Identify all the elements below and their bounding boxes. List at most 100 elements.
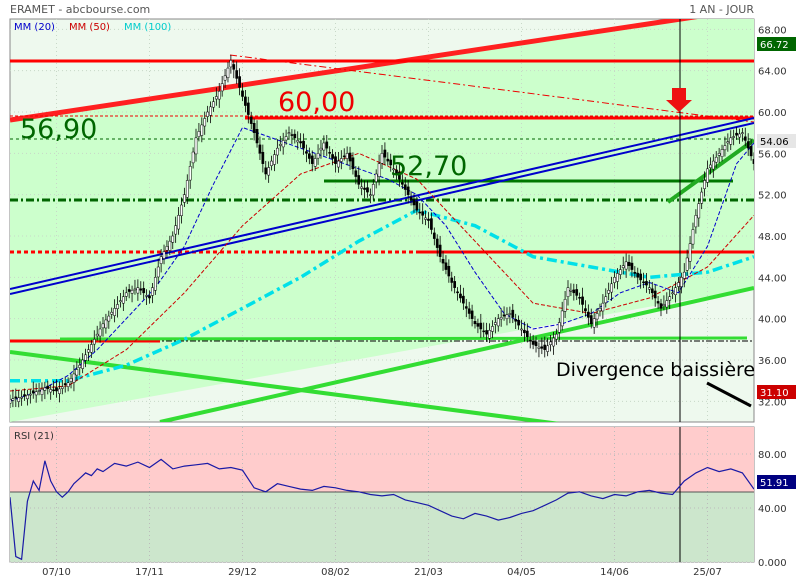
candle-body	[331, 154, 334, 159]
candle-body	[107, 315, 111, 322]
candle-body	[621, 265, 625, 268]
candle-body	[659, 303, 663, 309]
x-tick-label: 29/12	[228, 567, 257, 578]
candle-body	[78, 364, 82, 368]
candle-body	[290, 134, 294, 136]
instrument-title: ERAMET - abcbourse.com	[10, 3, 150, 16]
candle-body	[119, 300, 122, 303]
candle-body	[624, 261, 628, 270]
annotation-divergence: Divergence baissière	[556, 359, 755, 381]
candle-body	[357, 175, 361, 185]
candle-body	[369, 194, 372, 196]
candle-body	[217, 91, 221, 100]
candle-body	[752, 159, 754, 164]
candle-body	[563, 299, 567, 312]
candle-body	[276, 147, 279, 156]
dash-dot-downtrend-line	[229, 54, 754, 123]
candle-body	[156, 266, 160, 278]
candle-body	[261, 151, 265, 164]
badge-54-06-bg	[757, 134, 796, 148]
candle-body	[418, 211, 422, 214]
candle-body	[90, 344, 93, 353]
candle-body	[694, 215, 698, 228]
price-tick-label: 44.00	[758, 273, 787, 284]
candle-body	[511, 309, 515, 318]
candle-body	[589, 315, 593, 325]
candle-body	[726, 141, 730, 144]
candle-body	[607, 290, 611, 294]
candle-body	[113, 308, 116, 316]
series-layer	[10, 54, 754, 409]
candle-body	[467, 308, 471, 314]
candle-body	[479, 322, 483, 330]
legend-mm20: MM (20)	[14, 22, 55, 33]
candle-body	[711, 160, 715, 170]
candle-body	[98, 328, 102, 337]
candle-body	[197, 131, 201, 137]
candle-body	[17, 397, 21, 402]
candle-body	[334, 156, 337, 164]
candle-body	[581, 296, 584, 305]
green-line-36	[59, 336, 748, 341]
candle-body	[650, 288, 654, 294]
candle-body	[101, 323, 105, 329]
candle-body	[691, 229, 695, 245]
candle-body	[743, 136, 747, 141]
candle-body	[639, 273, 643, 281]
candle-body	[273, 154, 276, 165]
candle-body	[648, 287, 651, 290]
candle-body	[136, 287, 140, 294]
candle-body	[462, 295, 465, 304]
annotation-56-90: 56,90	[20, 114, 97, 145]
candle-body	[642, 281, 645, 284]
x-tick-label: 17/11	[135, 567, 164, 578]
candle-body	[685, 257, 689, 271]
candle-body	[246, 102, 250, 115]
candle-body	[679, 277, 683, 287]
period-label: 1 AN - JOUR	[689, 3, 754, 16]
candle-body	[264, 167, 268, 175]
candle-body	[81, 359, 85, 369]
candle-body	[342, 155, 346, 158]
candle-body	[409, 197, 413, 201]
candle-body	[145, 295, 148, 297]
candle-body	[241, 90, 244, 97]
series-mm-100	[10, 208, 754, 383]
candle-body	[610, 283, 613, 293]
lower-channel-line	[159, 286, 754, 422]
candle-body	[180, 204, 183, 216]
candle-body	[430, 218, 433, 230]
candle-body	[188, 166, 192, 181]
x-tick-label: 14/06	[600, 567, 629, 578]
candle-body	[220, 83, 224, 92]
candle-body	[168, 240, 172, 251]
rsi-title: RSI (21)	[14, 431, 54, 442]
candle-body	[307, 153, 311, 159]
candle-body	[488, 330, 491, 339]
candle-body	[348, 152, 352, 162]
candle-body	[46, 385, 50, 389]
analysis-drawings	[10, 19, 754, 422]
candle-body	[598, 308, 602, 312]
candle-body	[674, 287, 677, 295]
candle-body	[116, 304, 119, 309]
candle-body	[534, 341, 538, 347]
candle-body	[662, 304, 666, 306]
candle-body	[28, 393, 32, 396]
candle-body	[604, 296, 608, 304]
candle-body	[627, 261, 631, 266]
price-y-axis: 68.00 64.00 60.00 56.00 52.00 48.00 44.00 40.00…	[758, 25, 787, 408]
candle-body	[49, 389, 53, 393]
upper-uptrend-line	[10, 19, 698, 123]
candle-body	[328, 152, 332, 154]
candle-body	[267, 167, 271, 176]
candle-body	[656, 301, 660, 304]
candle-body	[305, 151, 308, 154]
candle-body	[66, 382, 70, 387]
candle-body	[438, 244, 442, 257]
candle-body	[729, 137, 733, 145]
candle-body	[380, 153, 384, 164]
candle-body	[496, 318, 500, 327]
candle-body	[258, 144, 262, 154]
candle-body	[688, 243, 692, 262]
